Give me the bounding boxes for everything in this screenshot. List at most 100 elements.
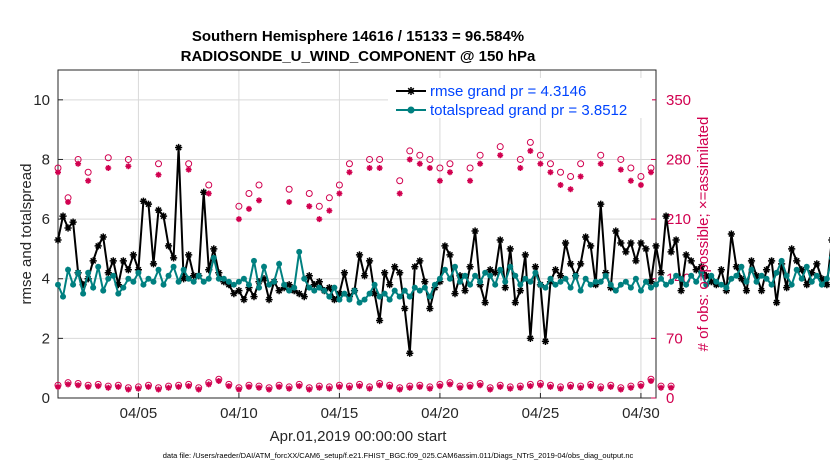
rmse-point bbox=[240, 296, 248, 304]
obs-assimilated-point bbox=[65, 199, 72, 206]
chart-subtitle: RADIOSONDE_U_WIND_COMPONENT @ 150 hPa bbox=[181, 48, 536, 65]
axis-ticks: 04/05 04/10 04/15 04/20 04/25 04/30 0 2 4 6 8 10 0 70… bbox=[33, 92, 691, 422]
spread-point bbox=[346, 296, 353, 303]
obs-possible-point bbox=[104, 154, 112, 162]
spread-point bbox=[190, 278, 197, 285]
rmse-point bbox=[200, 188, 208, 196]
spread-point bbox=[597, 278, 604, 285]
y-tick-label: 10 bbox=[33, 92, 50, 109]
rmse-point bbox=[104, 269, 112, 277]
spread-point bbox=[723, 284, 730, 291]
spread-point bbox=[105, 275, 112, 282]
plot-area-frame bbox=[57, 69, 657, 399]
spread-point bbox=[532, 269, 539, 276]
rmse-point bbox=[707, 278, 715, 286]
obs-assimilated-point bbox=[296, 383, 303, 390]
obs-assimilated-point bbox=[658, 384, 665, 391]
obs-possible-point bbox=[205, 181, 213, 189]
obs-assimilated-point bbox=[95, 383, 102, 390]
obs-assimilated-point bbox=[75, 382, 82, 389]
rmse-point bbox=[732, 263, 741, 271]
rmse-point bbox=[451, 290, 459, 298]
spread-point bbox=[537, 281, 544, 288]
obs-assimilated-point bbox=[386, 383, 393, 390]
obs-possible-point bbox=[345, 160, 353, 168]
rmse-point bbox=[622, 248, 630, 256]
rmse-point bbox=[752, 272, 761, 280]
rmse-point bbox=[501, 284, 509, 292]
obs-assimilated-point bbox=[125, 163, 132, 170]
obs-possible-point bbox=[597, 151, 605, 159]
spread-point bbox=[120, 284, 127, 291]
obs-assimilated-point bbox=[245, 383, 252, 390]
rmse-point bbox=[466, 263, 474, 271]
rmse-point bbox=[511, 298, 519, 307]
y-tick-label: 8 bbox=[42, 151, 50, 168]
rmse-point bbox=[632, 257, 640, 265]
rmse-point bbox=[747, 257, 756, 265]
spread-point bbox=[763, 275, 770, 282]
chart-title: Southern Hemisphere 14616 / 15133 = 96.5… bbox=[192, 28, 524, 45]
rmse-point bbox=[315, 278, 323, 286]
rmse-point bbox=[647, 278, 655, 286]
spread-point bbox=[240, 275, 247, 282]
obs-possible-point bbox=[466, 164, 474, 172]
rmse-point bbox=[456, 272, 464, 280]
spread-point bbox=[301, 275, 308, 282]
spread-point bbox=[110, 272, 117, 279]
obs-assimilated-point bbox=[346, 169, 353, 176]
rmse-point bbox=[551, 266, 560, 274]
obs-assimilated-point bbox=[155, 386, 162, 393]
legend-rmse-label: rmse grand pr = 4.3146 bbox=[430, 83, 586, 100]
spread-point bbox=[386, 296, 393, 303]
spread-point bbox=[522, 275, 529, 282]
rmse-point bbox=[99, 233, 107, 241]
rmse-point bbox=[823, 281, 830, 289]
x-tick-label: 04/10 bbox=[220, 405, 258, 422]
y-tick-label: 2 bbox=[42, 330, 50, 347]
obs-assimilated-point bbox=[185, 166, 192, 173]
spread-point bbox=[416, 287, 423, 294]
rmse-point bbox=[129, 251, 137, 259]
obs-assimilated-point bbox=[497, 152, 504, 159]
obs-assimilated-point bbox=[145, 383, 152, 390]
obs-possible-point bbox=[366, 155, 374, 163]
obs-assimilated-point bbox=[446, 381, 453, 388]
spread-point bbox=[693, 278, 700, 285]
obs-assimilated-point bbox=[85, 383, 92, 390]
rmse-point bbox=[421, 278, 429, 286]
spread-point bbox=[768, 281, 775, 288]
spread-point bbox=[95, 263, 102, 270]
spread-point bbox=[411, 284, 418, 291]
obs-assimilated-point bbox=[195, 386, 202, 393]
obs-assimilated-point bbox=[215, 377, 222, 384]
series-2 bbox=[54, 138, 655, 210]
rmse-point bbox=[305, 272, 313, 280]
rmse-point bbox=[215, 269, 223, 277]
obs-assimilated-point bbox=[597, 385, 604, 392]
rmse-point bbox=[461, 287, 469, 295]
spread-point bbox=[371, 281, 378, 288]
spread-point bbox=[250, 257, 257, 264]
obs-possible-point bbox=[376, 155, 384, 163]
rmse-point bbox=[411, 263, 419, 271]
rmse-point bbox=[255, 278, 263, 286]
obs-assimilated-point bbox=[457, 384, 464, 391]
rmse-point bbox=[205, 266, 213, 274]
obs-assimilated-point bbox=[426, 164, 433, 171]
spread-point bbox=[225, 278, 232, 285]
spread-point bbox=[577, 287, 584, 294]
y-tick-label: 4 bbox=[42, 271, 50, 288]
rmse-point bbox=[697, 263, 705, 271]
rmse-point bbox=[230, 290, 238, 298]
spread-point bbox=[663, 281, 670, 288]
spread-point bbox=[472, 272, 479, 279]
spread-point bbox=[592, 278, 599, 285]
rmse-point bbox=[471, 227, 479, 235]
spread-point bbox=[808, 278, 815, 285]
x-tick-label: 04/25 bbox=[522, 405, 560, 422]
spread-point bbox=[572, 272, 579, 279]
spread-point bbox=[145, 275, 152, 282]
spread-point bbox=[542, 284, 549, 291]
